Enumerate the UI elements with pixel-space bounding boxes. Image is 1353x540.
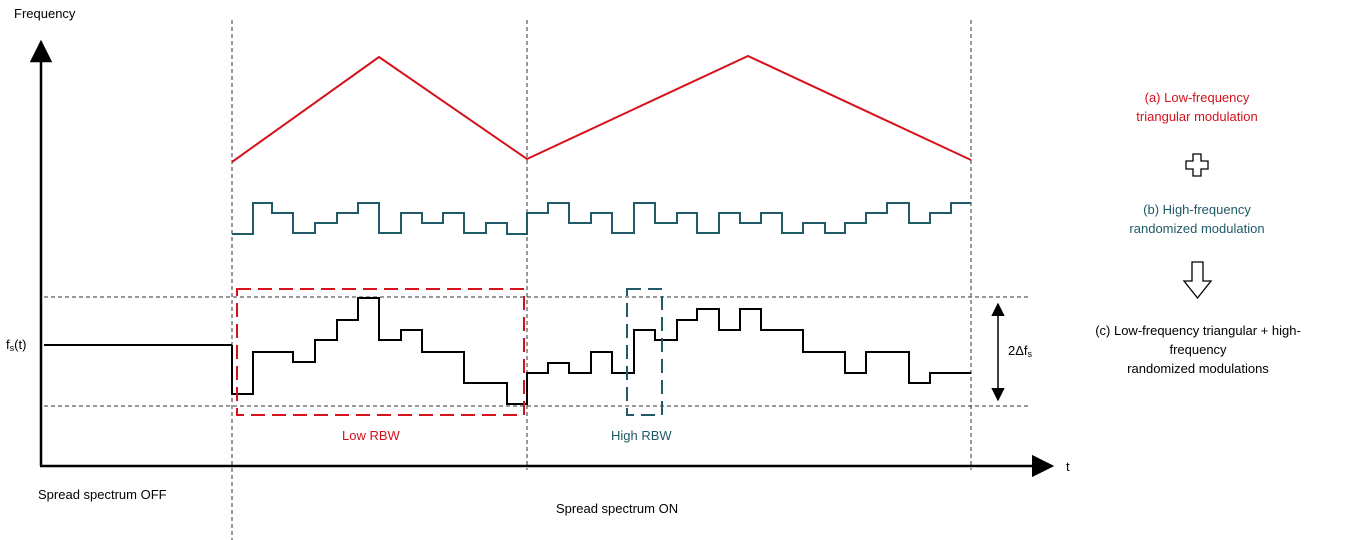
high-rbw-label: High RBW: [611, 428, 672, 443]
high-rbw-box: [626, 288, 663, 416]
legend-c: (c) Low-frequency triangular + high- fre…: [1062, 321, 1334, 378]
down-arrow-outline-icon: [1182, 261, 1213, 300]
legend-c-line1: (c) Low-frequency triangular + high-: [1095, 323, 1301, 338]
legend-b: (b) High-frequency randomized modulation: [1097, 200, 1297, 238]
x-axis-label: t: [1066, 459, 1070, 474]
spread-on-label: Spread spectrum ON: [556, 501, 679, 516]
randomized-modulation-wave: [232, 202, 971, 235]
delta-fs-label-main: 2Δf: [1008, 343, 1028, 358]
fs-label-suffix: (t): [14, 337, 27, 352]
legend-c-line2: frequency: [1169, 342, 1227, 357]
fs-label-main: f: [6, 337, 10, 352]
spread-off-label: Spread spectrum OFF: [38, 487, 167, 502]
legend-a-line2: triangular modulation: [1136, 109, 1258, 124]
low-rbw-box: [236, 288, 525, 416]
legend-c-line3: randomized modulations: [1127, 361, 1269, 376]
y-axis-label: Frequency: [14, 6, 76, 21]
legend-a-line1: (a) Low-frequency: [1144, 90, 1250, 105]
legend-a: (a) Low-frequency triangular modulation: [1097, 88, 1297, 126]
fs-label: fs(t): [6, 337, 26, 353]
plus-outline-icon: [1185, 153, 1209, 177]
combined-modulation-wave: [231, 297, 971, 405]
legend-b-line1: (b) High-frequency: [1143, 202, 1251, 217]
fs-label-sub: s: [9, 343, 15, 353]
legend-b-line2: randomized modulation: [1129, 221, 1265, 236]
triangular-modulation-wave: [231, 54, 972, 163]
delta-fs-label: 2Δfs: [1008, 343, 1032, 359]
low-rbw-label: Low RBW: [342, 428, 400, 443]
delta-fs-label-sub: s: [1027, 349, 1033, 359]
